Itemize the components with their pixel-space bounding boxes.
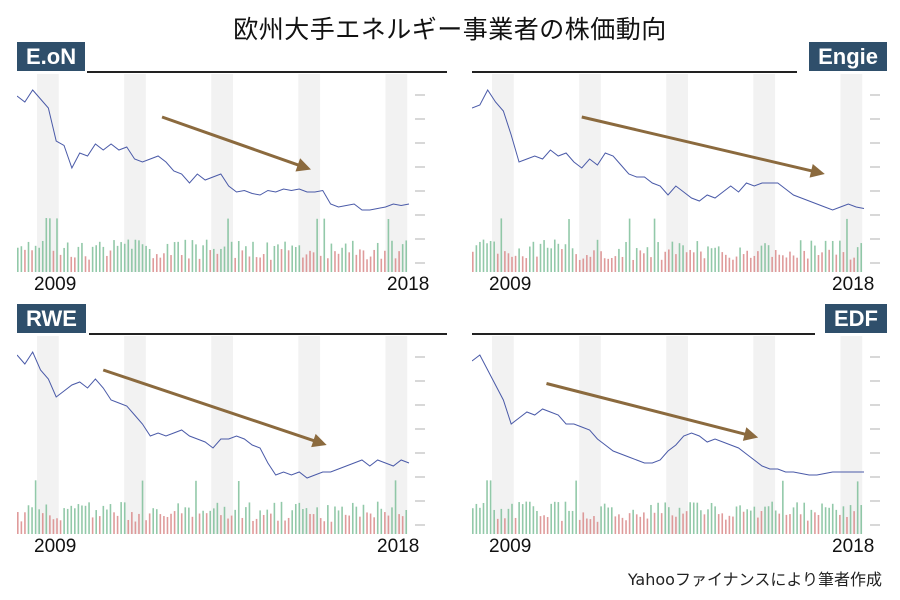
year-start-label: 2009 <box>34 274 77 295</box>
company-badge: RWE <box>17 304 86 333</box>
header-rule <box>89 333 447 335</box>
header-rule <box>87 71 447 73</box>
company-badge: EDF <box>825 304 887 333</box>
year-end-label: 2018 <box>377 536 420 557</box>
year-start-label: 2009 <box>34 536 77 557</box>
stock-chart <box>17 336 429 534</box>
stock-chart <box>17 74 429 272</box>
stock-chart <box>472 336 884 534</box>
year-start-label: 2009 <box>489 274 532 295</box>
header-rule <box>472 71 797 73</box>
panel-eon: E.oN 2009 2018 <box>17 42 447 300</box>
header-rule <box>472 333 815 335</box>
year-start-label: 2009 <box>489 536 532 557</box>
year-end-label: 2018 <box>832 274 875 295</box>
stock-chart <box>472 74 884 272</box>
page-title: 欧州大手エネルギー事業者の株価動向 <box>233 15 667 44</box>
panel-engie: Engie 2009 2018 <box>457 42 887 300</box>
year-end-label: 2018 <box>387 274 430 295</box>
panel-rwe: RWE 2009 2018 <box>17 304 447 562</box>
year-end-label: 2018 <box>832 536 875 557</box>
company-badge: E.oN <box>17 42 86 71</box>
source-credit: Yahooファイナンスにより筆者作成 <box>627 570 882 589</box>
panel-edf: EDF 2009 2018 <box>457 304 887 562</box>
company-badge: Engie <box>809 42 887 71</box>
